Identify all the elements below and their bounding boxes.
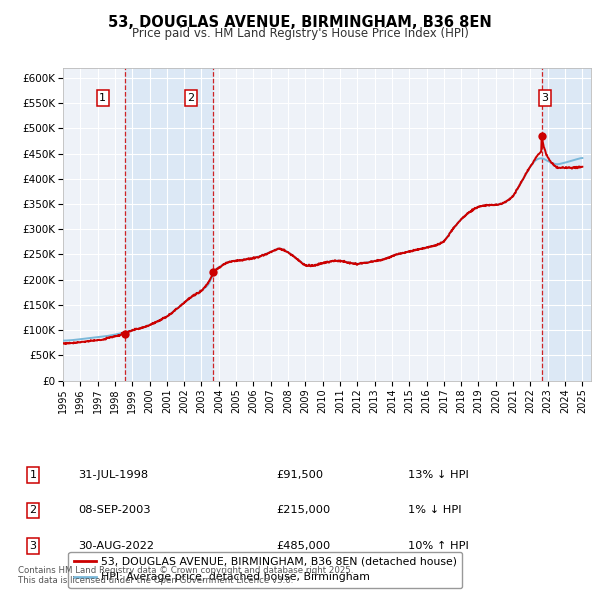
Text: 2: 2	[188, 93, 194, 103]
Bar	[542, 68, 591, 381]
Text: 3: 3	[29, 541, 37, 550]
Text: Contains HM Land Registry data © Crown copyright and database right 2025.
This d: Contains HM Land Registry data © Crown c…	[18, 566, 353, 585]
Text: 1: 1	[29, 470, 37, 480]
Text: 53, DOUGLAS AVENUE, BIRMINGHAM, B36 8EN: 53, DOUGLAS AVENUE, BIRMINGHAM, B36 8EN	[108, 15, 492, 30]
Text: 30-AUG-2022: 30-AUG-2022	[78, 541, 154, 550]
Text: 1% ↓ HPI: 1% ↓ HPI	[408, 506, 461, 515]
Text: Price paid vs. HM Land Registry's House Price Index (HPI): Price paid vs. HM Land Registry's House …	[131, 27, 469, 40]
Bar	[125, 68, 214, 381]
Text: 10% ↑ HPI: 10% ↑ HPI	[408, 541, 469, 550]
Text: 31-JUL-1998: 31-JUL-1998	[78, 470, 148, 480]
Legend: 53, DOUGLAS AVENUE, BIRMINGHAM, B36 8EN (detached house), HPI: Average price, de: 53, DOUGLAS AVENUE, BIRMINGHAM, B36 8EN …	[68, 552, 463, 588]
Text: 3: 3	[542, 93, 548, 103]
Text: £91,500: £91,500	[276, 470, 323, 480]
Text: 13% ↓ HPI: 13% ↓ HPI	[408, 470, 469, 480]
Text: 08-SEP-2003: 08-SEP-2003	[78, 506, 151, 515]
Text: £215,000: £215,000	[276, 506, 330, 515]
Text: £485,000: £485,000	[276, 541, 330, 550]
Text: 1: 1	[100, 93, 106, 103]
Text: 2: 2	[29, 506, 37, 515]
